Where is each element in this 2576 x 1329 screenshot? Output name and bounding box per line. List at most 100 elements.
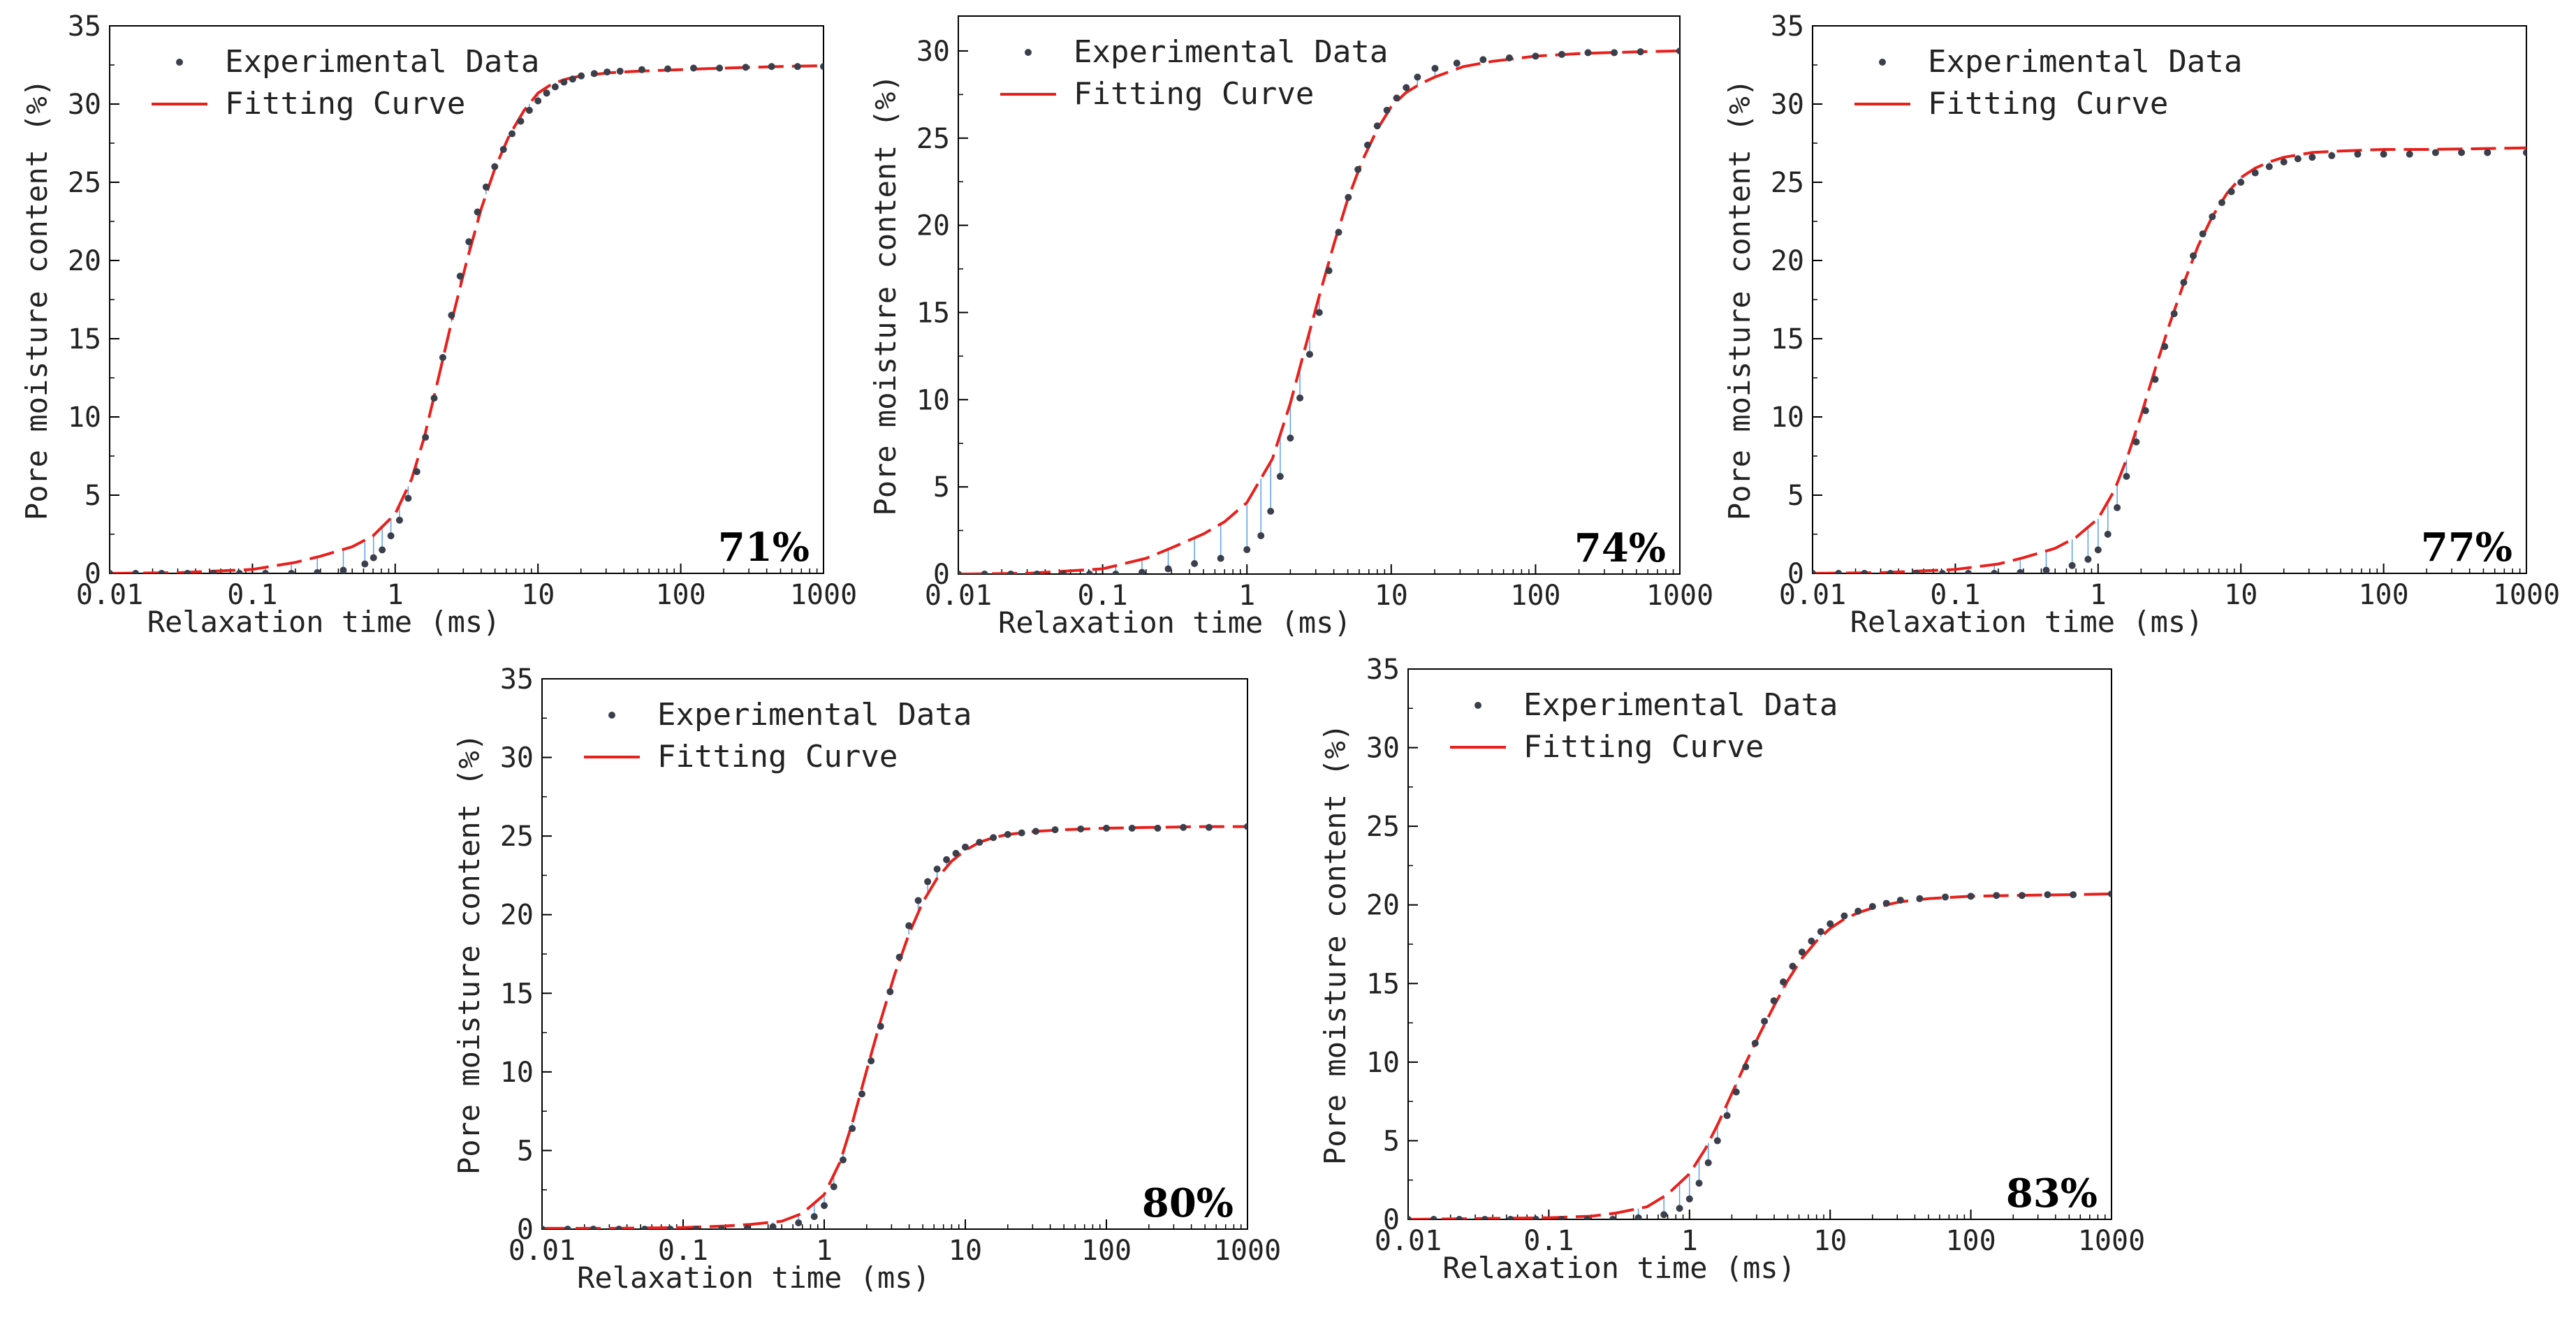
experimental-point bbox=[1798, 948, 1806, 956]
x-tick-label: 1 bbox=[2090, 579, 2107, 611]
experimental-point bbox=[638, 66, 645, 73]
x-tick-label: 1 bbox=[1238, 580, 1255, 612]
experimental-point bbox=[1817, 927, 1824, 935]
experimental-point bbox=[603, 68, 611, 76]
experimental-point bbox=[1584, 49, 1592, 57]
experimental-point bbox=[288, 570, 295, 573]
experimental-point bbox=[2237, 179, 2245, 186]
experimental-point bbox=[1676, 47, 1680, 54]
experimental-point bbox=[2084, 555, 2092, 563]
x-tick-label: 0.01 bbox=[1779, 579, 1846, 611]
legend-label-experimental: Experimental Data bbox=[1928, 44, 2242, 80]
experimental-point bbox=[914, 897, 922, 904]
experimental-point bbox=[1583, 1216, 1591, 1219]
legend-label-fitting: Fitting Curve bbox=[1928, 86, 2168, 122]
legend-marker-experimental bbox=[176, 59, 183, 66]
y-axis-title: Pore moisture content (%) bbox=[20, 79, 54, 520]
chart-panel-3: 0.01 0.1 1 10 100 1000 0 5 10 15 20 25 30 35 Relaxatio… bbox=[1722, 10, 2560, 639]
experimental-point bbox=[1813, 570, 1816, 573]
experimental-point bbox=[1257, 532, 1265, 540]
x-tick-label: 0.1 bbox=[227, 579, 277, 611]
experimental-point bbox=[210, 570, 217, 573]
experimental-point bbox=[793, 63, 801, 71]
legend-label-experimental: Experimental Data bbox=[657, 697, 972, 733]
experimental-point bbox=[743, 1224, 751, 1229]
experimental-point bbox=[1532, 52, 1539, 60]
experimental-point bbox=[1007, 571, 1015, 574]
experimental-point bbox=[184, 570, 191, 573]
experimental-point bbox=[542, 1226, 546, 1229]
experimental-point bbox=[2294, 155, 2301, 163]
experimental-point bbox=[508, 130, 516, 138]
experimental-point bbox=[933, 865, 941, 873]
experimental-point bbox=[1713, 1137, 1721, 1145]
experimental-point bbox=[1770, 997, 1778, 1005]
experimental-point bbox=[158, 570, 166, 573]
plot-area bbox=[110, 63, 824, 573]
experimental-point bbox=[439, 353, 446, 361]
experimental-point bbox=[895, 953, 903, 961]
experimental-point bbox=[1660, 1211, 1668, 1219]
experimental-point bbox=[1967, 893, 1975, 900]
humidity-label: 71% bbox=[718, 524, 810, 571]
experimental-point bbox=[517, 117, 525, 125]
experimental-point bbox=[430, 395, 438, 402]
experimental-point bbox=[2114, 504, 2121, 511]
x-tick-label: 10 bbox=[1375, 580, 1408, 612]
legend-marker-experimental bbox=[1025, 49, 1032, 56]
experimental-point bbox=[560, 78, 568, 86]
y-tick-label: 0 bbox=[517, 1214, 534, 1246]
experimental-point bbox=[905, 922, 913, 930]
chart-panel-2: 0.01 0.1 1 10 100 1000 0 5 10 15 20 25 30 Relaxation … bbox=[868, 15, 1713, 640]
y-tick-label: 20 bbox=[1771, 245, 1804, 277]
x-tick-label: 10 bbox=[949, 1235, 982, 1267]
x-tick-label: 0.01 bbox=[1375, 1225, 1442, 1257]
experimental-point bbox=[491, 163, 499, 170]
x-tick-label: 1 bbox=[387, 579, 404, 611]
experimental-point bbox=[1835, 570, 1843, 573]
humidity-label: 83% bbox=[2006, 1170, 2098, 1217]
experimental-point bbox=[1751, 1039, 1759, 1047]
experimental-point bbox=[1507, 1216, 1514, 1219]
y-tick-label: 0 bbox=[933, 559, 950, 591]
experimental-point bbox=[877, 1022, 884, 1030]
experimental-point bbox=[1938, 570, 1946, 573]
experimental-point bbox=[1383, 106, 1391, 114]
experimental-point bbox=[564, 1226, 571, 1229]
chart-panel-4: 0.01 0.1 1 10 100 1000 0 5 10 15 20 25 30 35 Relaxatio… bbox=[452, 663, 1281, 1295]
experimental-point bbox=[769, 1223, 777, 1229]
experimental-point bbox=[664, 65, 672, 73]
experimental-point bbox=[2406, 150, 2413, 158]
experimental-point bbox=[1634, 1214, 1642, 1219]
experimental-point bbox=[742, 64, 749, 71]
experimental-point bbox=[1164, 565, 1172, 573]
experimental-point bbox=[666, 1226, 674, 1229]
experimental-point bbox=[839, 1156, 847, 1163]
legend-label-fitting: Fitting Curve bbox=[225, 86, 465, 122]
x-tick-label: 0.1 bbox=[658, 1235, 708, 1267]
y-tick-label: 25 bbox=[500, 821, 534, 853]
experimental-point bbox=[1315, 309, 1323, 316]
experimental-point bbox=[849, 1124, 856, 1132]
y-tick-label: 30 bbox=[500, 742, 534, 774]
y-tick-label: 10 bbox=[1366, 1047, 1400, 1079]
experimental-point bbox=[1723, 1112, 1731, 1119]
experimental-point bbox=[1827, 920, 1834, 927]
experimental-point bbox=[1481, 1216, 1488, 1219]
experimental-point bbox=[718, 1226, 726, 1229]
experimental-point bbox=[981, 571, 988, 574]
x-axis-title: Relaxation time (ms) bbox=[1850, 605, 2204, 639]
experimental-point bbox=[1532, 1216, 1540, 1219]
y-tick-label: 15 bbox=[1771, 323, 1804, 355]
y-tick-label: 30 bbox=[1366, 733, 1400, 765]
experimental-point bbox=[448, 311, 455, 319]
experimental-point bbox=[1112, 571, 1120, 574]
experimental-point bbox=[1085, 571, 1093, 574]
y-tick-label: 5 bbox=[517, 1135, 534, 1167]
plot-area bbox=[958, 47, 1680, 574]
experimental-point bbox=[2328, 152, 2336, 159]
experimental-point bbox=[641, 1226, 648, 1229]
experimental-point bbox=[1505, 54, 1513, 61]
plot-frame bbox=[958, 15, 1681, 575]
